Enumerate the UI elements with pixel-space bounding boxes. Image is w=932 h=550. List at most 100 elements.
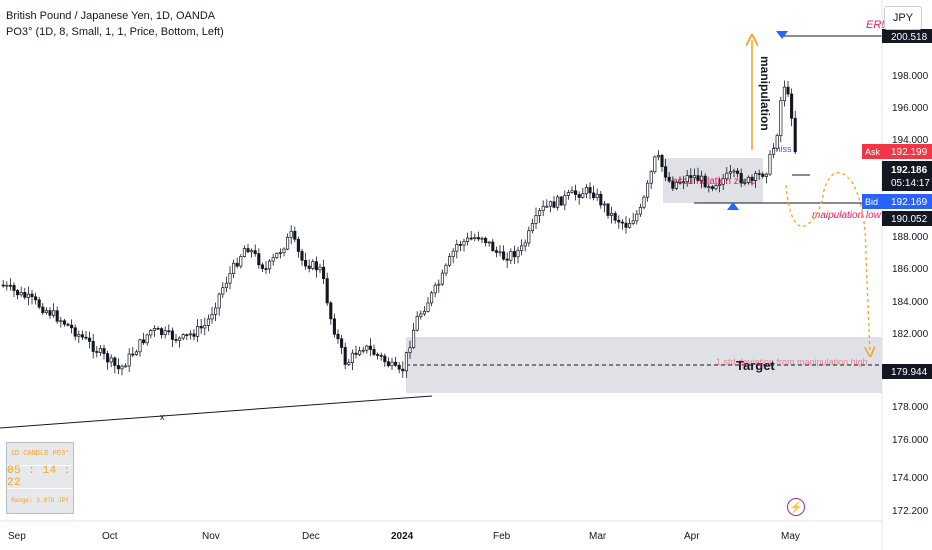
candle-body [264,268,268,270]
candle-body [178,337,182,341]
candle-body [37,299,41,308]
candle-body [62,320,66,325]
candle-body [545,205,549,208]
candle-body [199,326,203,329]
candle-body [253,250,257,254]
candle-body [30,293,34,298]
candle-body [444,264,448,274]
candle-body [574,190,578,195]
candle-body [235,262,239,267]
candle-body [718,183,722,186]
candle-body [124,365,128,368]
currency-button[interactable]: JPY [884,6,922,30]
candle-body [588,187,592,194]
candle-body [95,351,99,353]
candle-body [149,330,153,336]
candle-body [386,361,390,367]
candle-body [775,135,779,149]
candle-body [34,296,38,301]
candle-body [109,357,113,363]
price-tick: 184.000 [892,297,929,308]
candle-body [793,117,797,153]
target-price-label [882,364,932,379]
candle-body [509,251,513,261]
candle-body [185,334,189,336]
candle-body [1,284,5,287]
candle-body [541,206,545,212]
manipulation-low-marker-icon [727,202,739,210]
candle-body [271,257,275,262]
candle-body [350,352,354,363]
indicator-title[interactable]: PO3° (1D, 8, Small, 1, 1, Price, Bottom,… [6,26,224,38]
candle-body [250,250,254,253]
bid-price-label [882,194,932,209]
candle-body [689,175,693,179]
candle-body [552,201,556,208]
projection-path[interactable] [785,172,870,352]
low-price-label [882,211,932,226]
time-axis[interactable]: Sep Oct Nov Dec 2024 Feb Mar Apr May [8,531,800,542]
bid-price-value: 192.169 [891,197,928,208]
lightning-icon[interactable]: ⚡ [787,498,805,516]
candle-body [714,185,718,189]
price-axis[interactable]: 198.000 196.000 194.000 188.000 186.000 … [892,71,929,517]
candle-body [59,320,63,323]
candle-body [52,310,56,316]
candle-body [480,237,484,240]
candle-body [394,361,398,366]
candle-body [318,266,322,271]
candle-body [559,196,563,206]
candle-body [336,333,340,340]
candle-body [120,365,124,370]
candle-body [534,215,538,224]
candle-body [685,175,689,183]
candle-body [674,181,678,189]
candle-body [448,256,452,266]
candle-body [152,328,156,331]
candle-body [602,203,606,206]
candle-body [192,333,196,337]
candle-body [548,201,552,207]
candle-body [721,178,725,185]
price-tick: 188.000 [892,232,929,243]
price-tick: 198.000 [892,71,929,82]
candle-body [700,175,704,181]
chart-legend[interactable]: British Pound / Japanese Yen, 1D, OANDA … [6,8,224,40]
candle-body [671,180,675,189]
last-price-label [882,161,932,191]
candle-body [502,251,506,260]
candle-body [512,251,516,258]
candle-body [430,292,434,304]
candle-body [473,237,477,239]
candle-body [246,248,250,253]
price-tick: 178.000 [892,402,929,413]
po3-widget-timer: 05 : 14 : 22 [7,465,73,489]
price-tick: 176.000 [892,435,929,446]
candle-body [610,213,614,216]
candle-body [412,329,416,349]
trendline[interactable] [0,395,433,429]
candle-body [484,237,488,243]
candle-body [116,365,120,370]
candle-body [635,213,639,222]
candle-body [422,311,426,315]
candle-body [757,173,761,175]
candle-body [566,192,570,196]
candle-body [649,171,653,184]
candle-body [397,364,401,370]
candle-body [761,173,765,177]
symbol-title[interactable]: British Pound / Japanese Yen, 1D, OANDA [6,10,216,22]
candle-body [5,284,9,287]
candle-body [786,86,790,95]
miss-label: miss [773,144,792,154]
candle-body [527,230,531,244]
ask-price-label [882,144,932,159]
candle-body [160,328,164,336]
candle-body [743,182,747,184]
candle-body [358,350,362,355]
candle-body [595,193,599,199]
candle-body [228,273,232,284]
price-tick: 194.000 [892,135,929,146]
